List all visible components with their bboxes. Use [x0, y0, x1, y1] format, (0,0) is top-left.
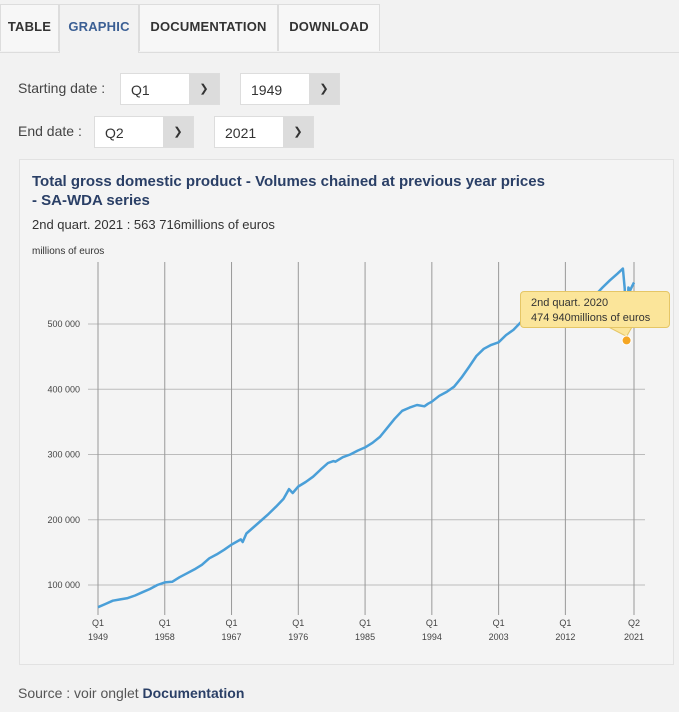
chart-panel: Total gross domestic product - Volumes c… [19, 159, 674, 665]
starting-date-label: Starting date : [18, 80, 106, 96]
x-tick-label-year: 2021 [624, 632, 644, 642]
tooltip-value: 474 940millions of euros [531, 312, 651, 324]
x-tick-label-quarter: Q1 [359, 618, 371, 628]
y-tick-label: 400 000 [47, 384, 80, 394]
x-tick-label-year: 1958 [155, 632, 175, 642]
y-tick-label: 300 000 [47, 450, 80, 460]
tab-table[interactable]: TABLE [0, 4, 59, 51]
y-axis-unit-label: millions of euros [32, 246, 105, 257]
data-tooltip: 2nd quart. 2020 474 940millions of euros [520, 291, 670, 328]
start-year-select[interactable]: 1949 ❯ [240, 73, 340, 105]
tooltip-period: 2nd quart. 2020 [531, 297, 609, 309]
x-tick-label-quarter: Q1 [426, 618, 438, 628]
chevron-down-icon[interactable]: ❯ [189, 74, 219, 104]
chevron-down-icon[interactable]: ❯ [309, 74, 339, 104]
tab-graphic[interactable]: GRAPHIC [59, 4, 139, 53]
x-tick-label-quarter: Q1 [92, 618, 104, 628]
source-note: Source : voir onglet Documentation [18, 685, 244, 701]
highlighted-data-point [621, 335, 632, 346]
start-quarter-value: Q1 [131, 82, 150, 98]
source-prefix: Source : voir onglet [18, 685, 143, 701]
end-date-label: End date : [18, 123, 82, 139]
x-tick-label-quarter: Q1 [226, 618, 238, 628]
x-tick-label-quarter: Q1 [493, 618, 505, 628]
tab-bar: TABLE GRAPHIC DOCUMENTATION DOWNLOAD [0, 0, 679, 53]
y-tick-label: 100 000 [47, 580, 80, 590]
end-year-select[interactable]: 2021 ❯ [214, 116, 314, 148]
end-year-value: 2021 [225, 125, 257, 141]
y-tick-label: 500 000 [47, 319, 80, 329]
x-tick-label-year: 2003 [489, 632, 509, 642]
chart-subtitle: 2nd quart. 2021 : 563 716millions of eur… [32, 217, 275, 232]
x-tick-label-year: 2012 [555, 632, 575, 642]
x-tick-label-quarter: Q1 [559, 618, 571, 628]
x-tick-label-year: 1976 [288, 632, 308, 642]
chart-title: Total gross domestic product - Volumes c… [32, 173, 545, 209]
start-year-value: 1949 [251, 82, 283, 98]
x-tick-label-quarter: Q1 [292, 618, 304, 628]
x-tick-label-year: 1985 [355, 632, 375, 642]
tab-download[interactable]: DOWNLOAD [278, 4, 380, 51]
documentation-link[interactable]: Documentation [142, 685, 245, 701]
end-quarter-select[interactable]: Q2 ❯ [94, 116, 194, 148]
x-tick-label-quarter: Q2 [628, 618, 640, 628]
y-tick-label: 200 000 [47, 515, 80, 525]
tab-documentation[interactable]: DOCUMENTATION [139, 4, 278, 51]
x-tick-label-quarter: Q1 [159, 618, 171, 628]
end-quarter-value: Q2 [105, 125, 124, 141]
x-tick-label-year: 1994 [422, 632, 442, 642]
chevron-down-icon[interactable]: ❯ [283, 117, 313, 147]
start-quarter-select[interactable]: Q1 ❯ [120, 73, 220, 105]
x-tick-label-year: 1949 [88, 632, 108, 642]
chevron-down-icon[interactable]: ❯ [163, 117, 193, 147]
x-tick-label-year: 1967 [222, 632, 242, 642]
